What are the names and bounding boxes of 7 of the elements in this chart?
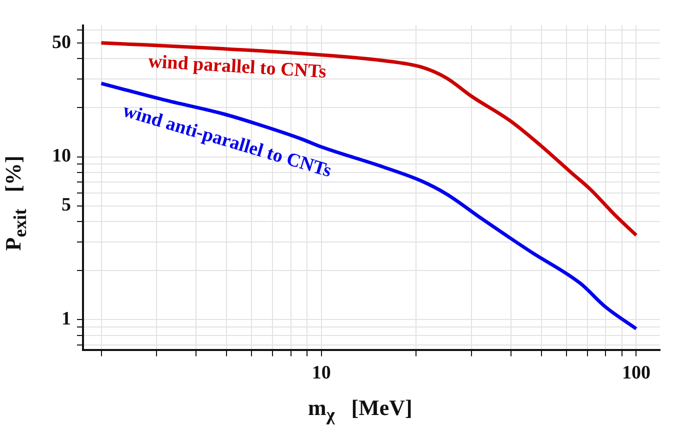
y-tick-label: 10	[52, 146, 71, 167]
y-tick-label: 50	[52, 32, 71, 53]
series-label: wind parallel to CNTs	[148, 51, 327, 83]
y-tick-label: 5	[62, 194, 71, 216]
x-tick-label: 100	[622, 362, 650, 384]
x-axis-title: m$_{χ}$ [MeV]	[308, 394, 412, 425]
y-tick-label: 1	[62, 308, 71, 330]
